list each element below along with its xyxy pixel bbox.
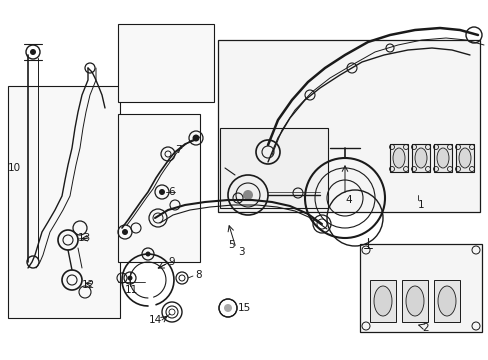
Circle shape <box>30 49 36 55</box>
Text: 13: 13 <box>78 233 91 243</box>
Bar <box>118 24 214 102</box>
Text: 1: 1 <box>417 200 424 210</box>
Ellipse shape <box>414 148 426 168</box>
Circle shape <box>159 189 164 195</box>
Text: 5: 5 <box>227 240 234 250</box>
Text: 10: 10 <box>8 163 21 173</box>
Bar <box>455 144 473 172</box>
Bar <box>411 144 429 172</box>
Circle shape <box>122 229 128 235</box>
Ellipse shape <box>392 148 404 168</box>
Circle shape <box>192 135 199 141</box>
Ellipse shape <box>458 148 470 168</box>
Bar <box>359 244 481 332</box>
Text: 12: 12 <box>82 280 95 290</box>
Ellipse shape <box>437 286 455 316</box>
Bar <box>8 86 120 318</box>
Text: 4: 4 <box>345 195 351 205</box>
Text: 2: 2 <box>421 323 428 333</box>
Circle shape <box>224 304 231 312</box>
Text: 15: 15 <box>238 303 251 313</box>
Bar <box>369 280 395 322</box>
Text: 14: 14 <box>148 315 162 325</box>
Bar <box>401 280 427 322</box>
Circle shape <box>127 275 132 280</box>
Bar <box>118 114 200 262</box>
Text: 7: 7 <box>175 145 181 155</box>
Bar <box>433 144 451 172</box>
Circle shape <box>145 252 150 256</box>
Ellipse shape <box>405 286 423 316</box>
Text: 3: 3 <box>238 247 244 257</box>
Circle shape <box>243 190 252 200</box>
Ellipse shape <box>373 286 391 316</box>
Bar <box>389 144 407 172</box>
Text: 8: 8 <box>195 270 201 280</box>
Ellipse shape <box>436 148 448 168</box>
Text: 6: 6 <box>168 187 174 197</box>
Text: 9: 9 <box>168 257 174 267</box>
Bar <box>218 40 479 212</box>
Text: 11: 11 <box>125 285 138 295</box>
Bar <box>220 128 327 208</box>
Bar <box>433 280 459 322</box>
